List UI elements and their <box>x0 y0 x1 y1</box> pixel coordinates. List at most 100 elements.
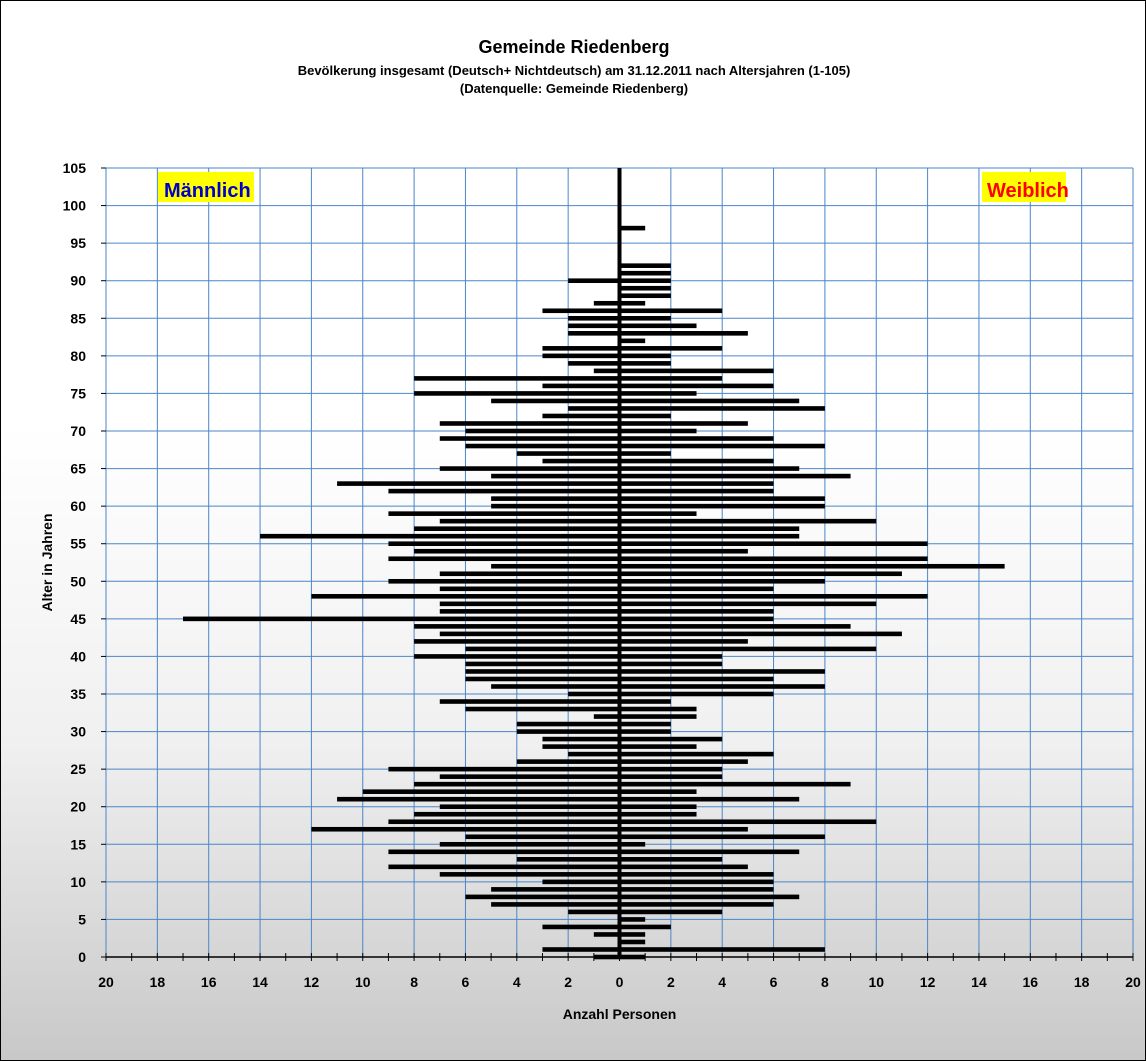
bar-male <box>337 481 620 486</box>
bar-male <box>465 676 620 682</box>
bar-male <box>491 496 620 501</box>
bar-female <box>619 571 902 577</box>
bar-male <box>542 308 620 314</box>
bar-female <box>619 624 851 629</box>
x-tick-label: 18 <box>1074 974 1090 990</box>
x-tick-label: 12 <box>304 974 320 990</box>
bar-male <box>491 902 620 907</box>
bar-male <box>414 811 620 817</box>
x-axis-label: Anzahl Personen <box>563 1006 677 1022</box>
bar-male <box>516 451 620 456</box>
bar-male <box>439 466 620 471</box>
y-tick-label: 0 <box>78 949 86 965</box>
x-tick-label: 14 <box>252 974 268 990</box>
y-tick-label: 75 <box>70 385 86 401</box>
y-tick-label: 105 <box>63 160 87 176</box>
bar-male <box>542 458 620 464</box>
bar-male <box>568 909 620 915</box>
bar-female <box>619 323 697 329</box>
bar-male <box>439 571 620 577</box>
bar-female <box>619 811 697 817</box>
bar-male <box>593 714 620 719</box>
bar-female <box>619 706 697 712</box>
bar-male <box>568 751 620 757</box>
bar-female <box>619 796 800 802</box>
bar-female <box>619 451 671 456</box>
x-tick-label: 8 <box>821 974 829 990</box>
bar-male <box>388 511 620 516</box>
bar-male <box>516 759 620 764</box>
y-tick-label: 85 <box>70 310 86 326</box>
bar-male <box>439 436 620 441</box>
y-tick-label: 40 <box>70 648 86 664</box>
bar-male <box>542 736 620 742</box>
bar-female <box>619 639 748 644</box>
bar-male <box>414 781 620 787</box>
bar-male <box>465 834 620 840</box>
chart-title: Gemeinde Riedenberg <box>478 37 670 57</box>
chart-subtitle: Bevölkerung insgesamt (Deutsch+ Nichtdeu… <box>297 63 851 78</box>
bar-male <box>439 804 620 810</box>
y-tick-label: 45 <box>70 611 86 627</box>
bar-male <box>439 631 620 637</box>
bar-female <box>619 443 825 449</box>
bar-male <box>439 518 620 524</box>
bar-female <box>619 646 877 652</box>
bar-female <box>619 744 697 749</box>
bar-male <box>568 323 620 329</box>
bar-female <box>619 849 800 855</box>
bar-male <box>516 857 620 862</box>
y-tick-label: 5 <box>78 911 86 927</box>
bar-female <box>619 804 697 810</box>
x-tick-label: 6 <box>770 974 778 990</box>
bar-female <box>619 278 671 284</box>
bar-male <box>465 646 620 652</box>
bar-female <box>619 533 800 539</box>
bar-male <box>542 353 620 359</box>
bar-female <box>619 932 646 937</box>
bar-female <box>619 398 800 404</box>
bar-female <box>619 781 851 787</box>
bar-female <box>619 729 671 734</box>
y-tick-label: 35 <box>70 686 86 702</box>
bar-male <box>568 691 620 697</box>
x-tick-label: 4 <box>718 974 726 990</box>
bar-male <box>491 473 620 479</box>
bar-male <box>439 421 620 426</box>
bar-female <box>619 503 825 509</box>
bar-female <box>619 285 671 291</box>
bar-male <box>542 924 620 930</box>
y-tick-label: 100 <box>63 198 87 214</box>
bar-female <box>619 654 723 659</box>
bar-female <box>619 631 902 637</box>
bar-male <box>465 669 620 674</box>
bar-female <box>619 676 774 682</box>
x-tick-label: 16 <box>201 974 217 990</box>
y-axis-label: Alter in Jahren <box>39 513 55 611</box>
bar-male <box>465 661 620 667</box>
bar-female <box>619 909 723 915</box>
bar-female <box>619 578 825 584</box>
bar-female <box>619 924 671 930</box>
x-tick-label: 6 <box>462 974 470 990</box>
bar-female <box>619 383 774 389</box>
bar-female <box>619 338 646 344</box>
bar-male <box>414 526 620 531</box>
bar-female <box>619 594 928 599</box>
bar-female <box>619 466 800 471</box>
bar-female <box>619 917 646 922</box>
bar-female <box>619 879 774 885</box>
bar-female <box>619 300 646 306</box>
bar-male <box>568 406 620 411</box>
bar-female <box>619 789 697 794</box>
bar-male <box>568 278 620 284</box>
bar-male <box>568 315 620 321</box>
bar-male <box>388 766 620 772</box>
bar-female <box>619 270 671 276</box>
bar-female <box>619 736 723 742</box>
bar-male <box>568 331 620 336</box>
bar-male <box>414 624 620 629</box>
x-tick-label: 2 <box>564 974 572 990</box>
bar-female <box>619 496 825 501</box>
